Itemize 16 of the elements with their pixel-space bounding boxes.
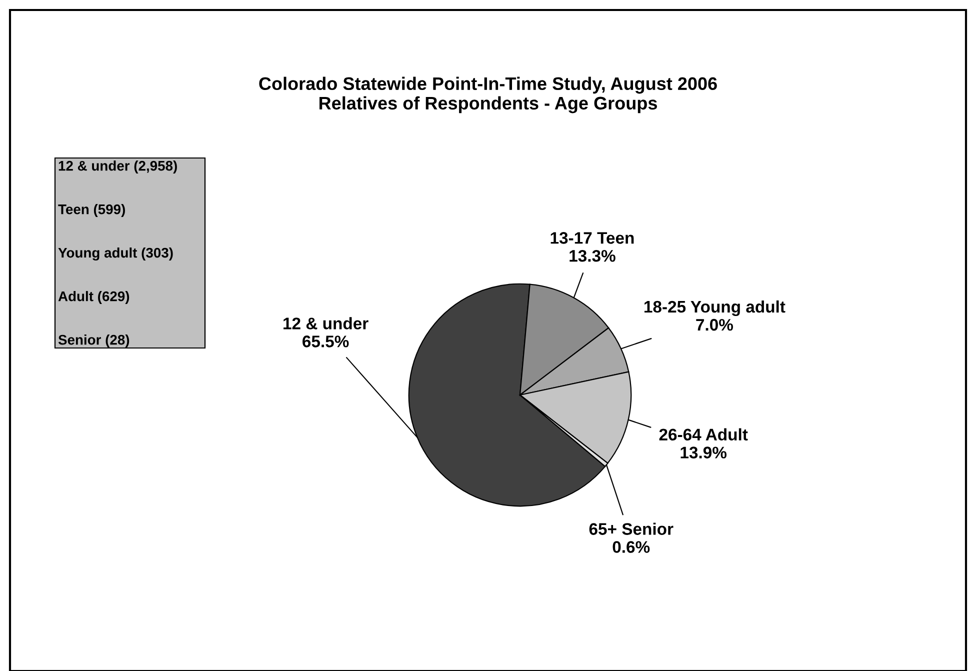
slice-label: 65+ Senior: [589, 522, 674, 535]
data-label: 0.6%: [612, 541, 650, 553]
text: 12 & under (2,958): [58, 160, 177, 174]
text: Young adult (303): [58, 247, 173, 261]
text: Teen (599): [58, 204, 125, 217]
slice-label: 26-64 Adult: [659, 428, 748, 440]
data-label: 65.5%: [302, 336, 349, 348]
data-label: 7.0%: [696, 318, 733, 331]
data-label: 13.3%: [570, 250, 616, 262]
data-label: 13.9%: [680, 446, 727, 458]
text: Senior (28): [58, 334, 130, 348]
text: Adult (629): [58, 291, 130, 304]
chart-title: Colorado Statewide Point-In-Time Study, August 2006 Relatives of Respondents - Age Groups: [259, 76, 717, 114]
slice-label: 13-17 Teen: [550, 232, 634, 244]
slice-label: 12 & under: [284, 317, 368, 330]
slice-label: 18-25 Young adult: [644, 300, 786, 316]
